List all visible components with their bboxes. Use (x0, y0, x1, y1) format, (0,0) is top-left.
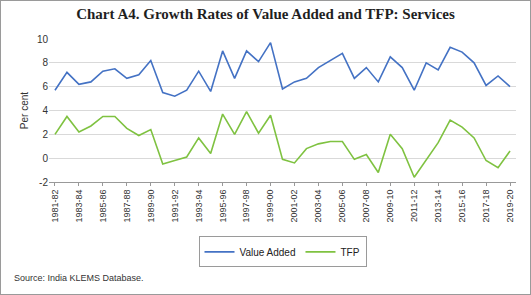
svg-text:2015-16: 2015-16 (457, 190, 467, 223)
svg-text:2013-14: 2013-14 (433, 190, 443, 223)
svg-text:0: 0 (42, 153, 48, 164)
svg-text:Chart A4. Growth Rates of Valu: Chart A4. Growth Rates of Value Added an… (76, 6, 455, 22)
svg-text:2017-18: 2017-18 (481, 190, 491, 223)
svg-text:1985-86: 1985-86 (98, 190, 108, 223)
svg-text:1995-96: 1995-96 (218, 190, 228, 223)
svg-text:Source: India KLEMS Database.: Source: India KLEMS Database. (14, 273, 144, 283)
svg-text:1999-00: 1999-00 (265, 190, 275, 223)
svg-text:2019-20: 2019-20 (505, 190, 515, 223)
svg-text:10: 10 (37, 34, 49, 45)
svg-text:1981-82: 1981-82 (50, 190, 60, 223)
svg-text:1989-90: 1989-90 (146, 190, 156, 223)
svg-text:2: 2 (42, 129, 48, 140)
svg-text:2011-12: 2011-12 (409, 190, 419, 222)
svg-text:2009-10: 2009-10 (385, 190, 395, 223)
svg-text:1987-88: 1987-88 (122, 190, 132, 223)
svg-text:TFP: TFP (340, 247, 359, 258)
svg-text:1991-92: 1991-92 (170, 190, 180, 223)
svg-text:1997-98: 1997-98 (242, 190, 252, 223)
svg-text:8: 8 (42, 57, 48, 68)
svg-text:2005-06: 2005-06 (337, 190, 347, 223)
svg-text:6: 6 (42, 81, 48, 92)
svg-text:2003-04: 2003-04 (313, 190, 323, 223)
svg-text:4: 4 (42, 105, 48, 116)
svg-text:Per cent: Per cent (19, 92, 30, 129)
svg-text:2001-02: 2001-02 (289, 190, 299, 223)
svg-text:2007-08: 2007-08 (361, 190, 371, 223)
svg-text:Value Added: Value Added (240, 247, 296, 258)
svg-text:1993-94: 1993-94 (194, 190, 204, 223)
svg-text:-2: -2 (39, 177, 48, 188)
svg-text:1983-84: 1983-84 (74, 190, 84, 223)
